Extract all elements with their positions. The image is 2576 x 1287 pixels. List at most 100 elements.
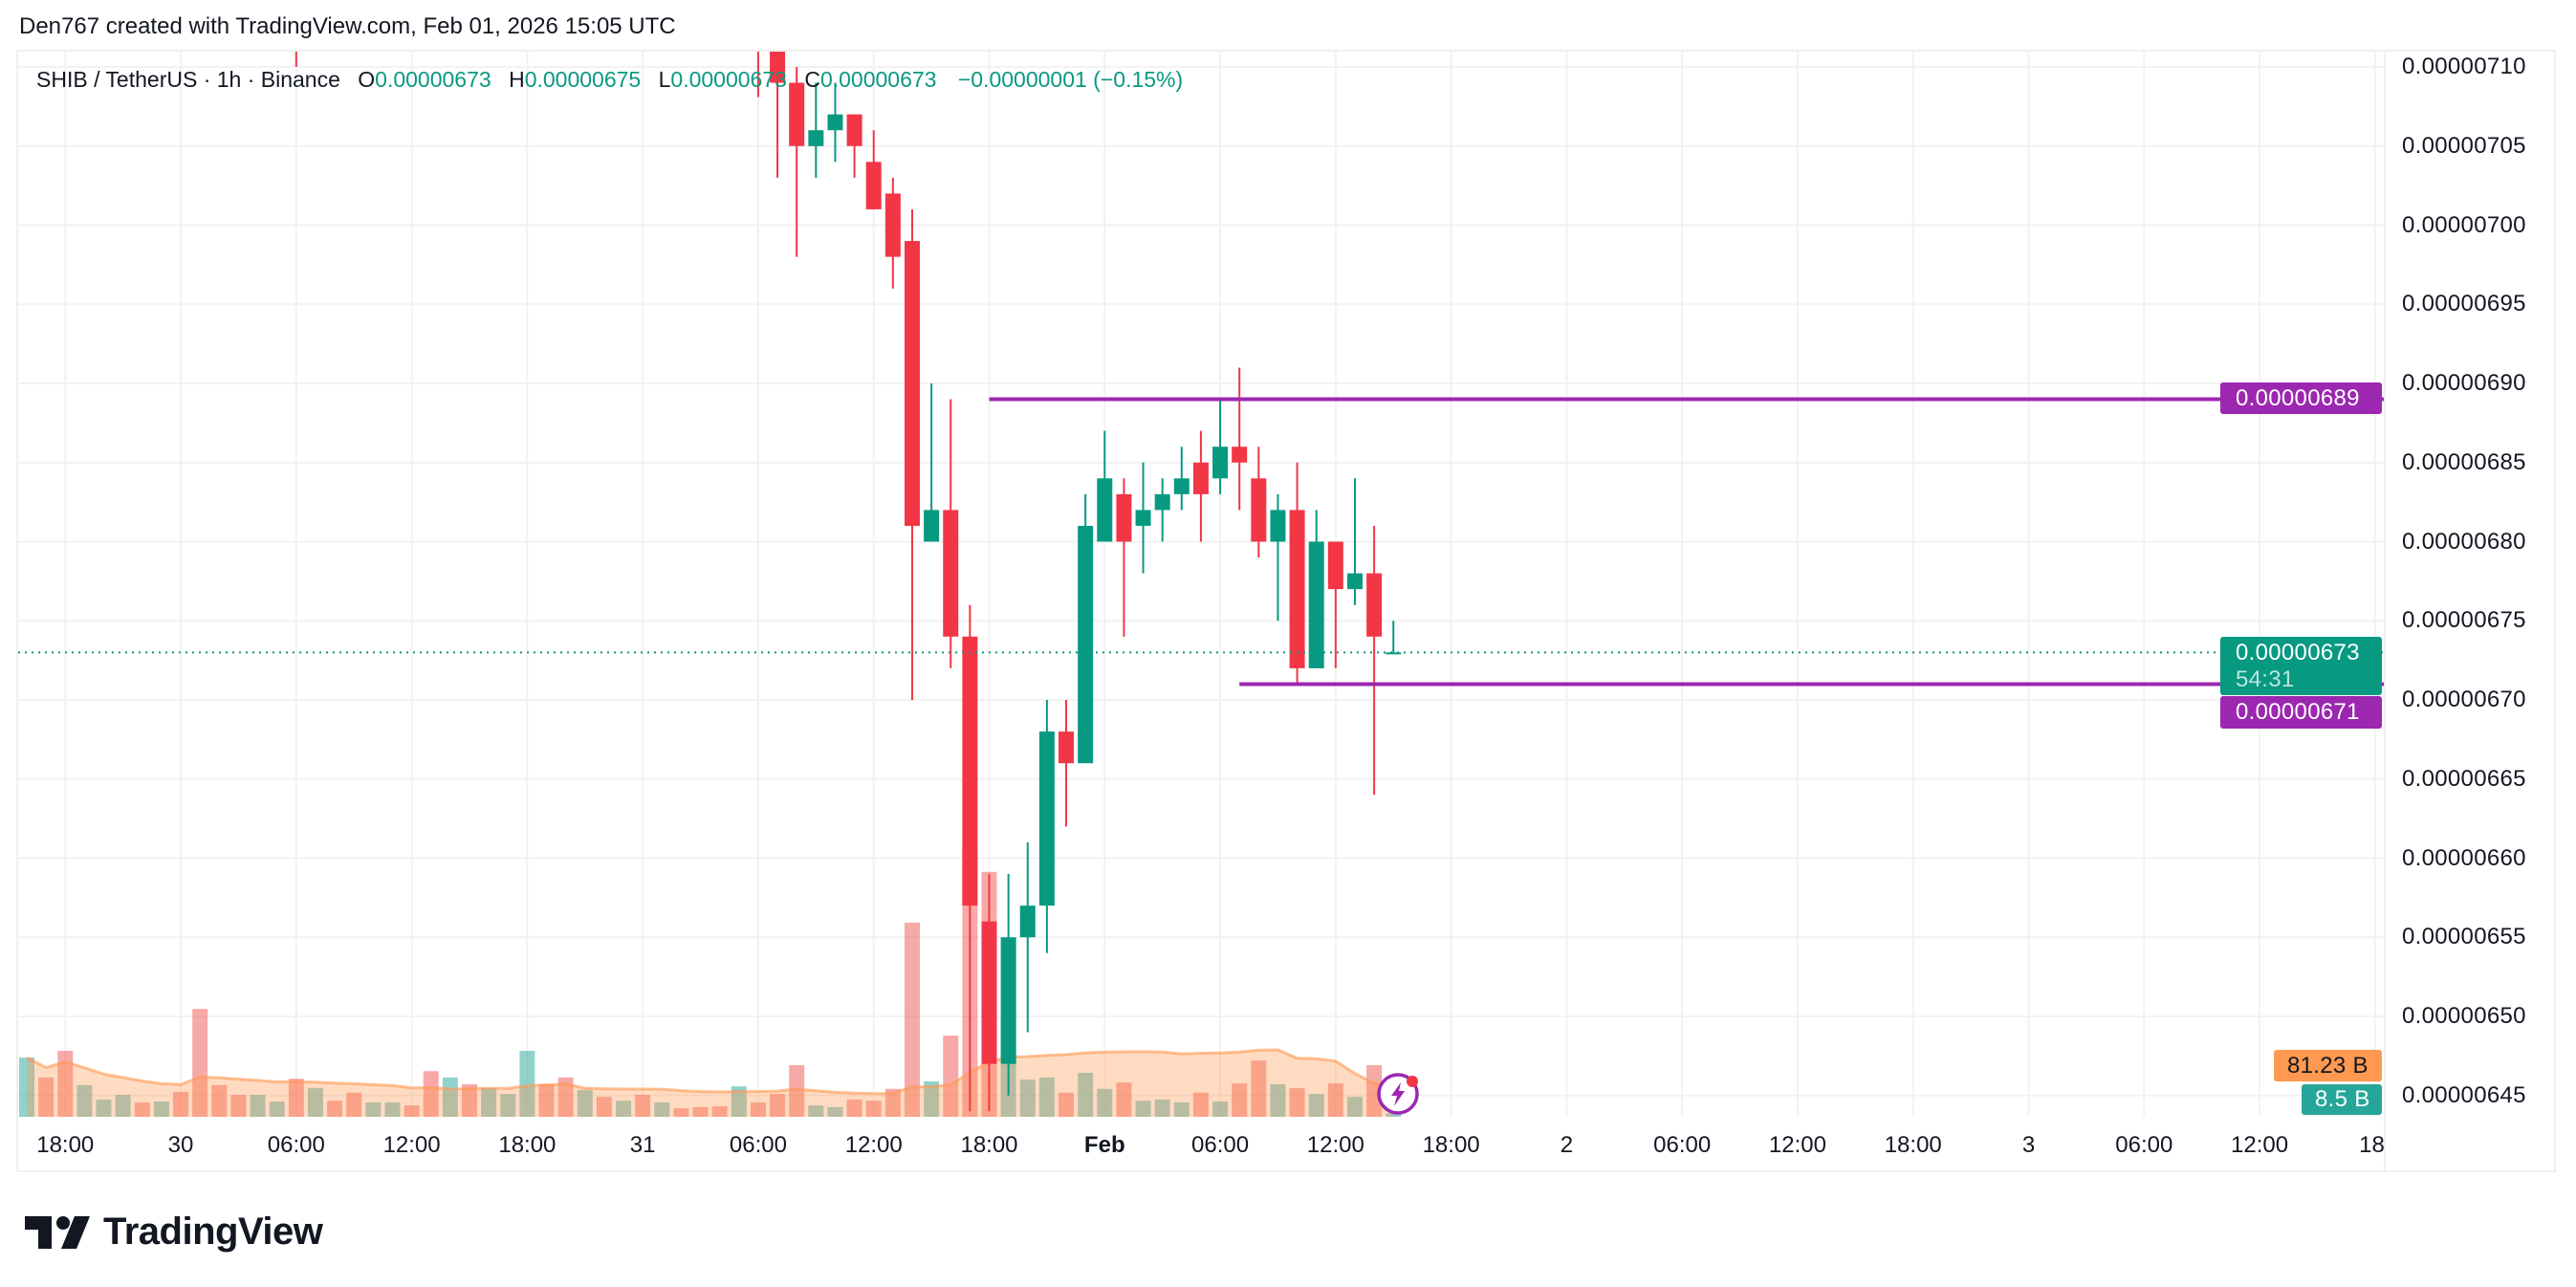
volume-bar [1327,1083,1343,1117]
volume-bar [1019,1080,1036,1117]
candle-body [924,510,940,542]
volume-ma-area [27,1050,1394,1117]
candles [295,52,1402,1112]
price-tick-label: 0.00000700 [2402,211,2526,238]
volume-bar [1116,1082,1132,1117]
open-value: 0.00000673 [375,67,491,92]
volume-bar [134,1102,150,1117]
time-tick-label: 12:00 [1306,1132,1364,1158]
volume-bar [404,1105,420,1117]
volume-ma-label: 81.23 B [2274,1050,2382,1081]
volume-bar [1078,1072,1094,1117]
tradingview-logo[interactable]: TradingView [25,1211,323,1254]
volume-bar [577,1090,593,1117]
time-tick-label: 18:00 [36,1132,95,1158]
candle-body [1251,478,1267,542]
time-tick-label: 12:00 [1768,1132,1826,1158]
volume-bar [616,1101,632,1117]
price-tick-label: 0.00000665 [2402,765,2526,792]
volume-bar [250,1094,266,1117]
price-tick-label: 0.00000660 [2402,844,2526,871]
close-label: C [804,67,820,92]
volume-bar [1192,1092,1209,1117]
volume-bar [789,1065,805,1117]
chart-attribution: Den767 created with TradingView.com, Feb… [19,13,676,39]
volume-bar [327,1101,343,1117]
volume-bar [865,1101,882,1117]
time-axis[interactable]: 18:00 30 06:00 12:00 18:00 31 06:00 12:00 18:00 F… [16,0,2384,1287]
low-value: 0.00000673 [670,67,787,92]
symbol-title[interactable]: SHIB / TetherUS · 1h · Binance [36,67,340,92]
candle-body [962,636,978,906]
volume-bar [211,1084,228,1117]
time-tick-label: 30 [167,1132,194,1158]
price-tick-label: 0.00000670 [2402,687,2526,712]
volume-bar [307,1087,323,1117]
symbol-legend: SHIB / TetherUS · 1h · Binance O0.000006… [36,67,1183,93]
volume-bar [346,1092,362,1117]
volume-bar [288,1079,304,1117]
volume-bar [19,1058,34,1117]
level-low-label: 0.00000671 [2220,696,2382,729]
candle-body [1366,573,1383,637]
volume-bar [384,1102,401,1117]
close-value: 0.00000673 [819,67,937,92]
grid-lines [18,52,2384,1117]
volume-bar [904,922,920,1117]
candle-body [1212,447,1229,479]
candle-body [770,52,786,83]
volume-bars [19,849,1402,1117]
candle-body [1308,541,1324,668]
volume-bar [711,1105,728,1117]
volume-label: 8.5 B [2302,1084,2382,1115]
volume-bar [1173,1102,1190,1117]
volume-bar [519,1050,535,1117]
candle-body [1059,731,1075,764]
volume-bar [365,1102,382,1117]
candle-body [1289,510,1305,668]
volume-bar [1270,1083,1286,1117]
volume-bar [1097,1088,1113,1117]
price-tick-label: 0.00000680 [2402,528,2526,555]
volume-bar [827,1106,843,1117]
candle-body [1270,510,1286,542]
candle-body [1135,510,1151,526]
price-tick-label: 0.00000710 [2402,54,2526,79]
volume-ma-line [26,1048,1394,1096]
price-tick-label: 0.00000675 [2402,607,2526,634]
volume-bar [481,1087,497,1117]
candle-body [865,162,882,209]
price-tick-label: 0.00000695 [2402,291,2526,317]
candle-body [846,114,862,146]
volume-bar [1366,1065,1383,1117]
candle-body [1154,493,1170,511]
volume-bar [924,1080,940,1117]
candle-body [827,114,843,131]
volume-bar [423,1071,439,1117]
price-tick-label: 0.00000650 [2402,1003,2526,1029]
candle-body [943,510,959,637]
candle-body [1232,447,1248,463]
time-tick-label: 12:00 [844,1132,903,1158]
volume-bar [1346,1097,1363,1117]
high-label: H [509,67,525,92]
candle-body [1346,573,1363,590]
volume-bar [1251,1060,1267,1117]
candle-body [1019,905,1036,938]
candle-body [1173,478,1190,494]
volume-bar [731,1086,747,1117]
candle-body [1097,478,1113,542]
volume-bar [1386,1113,1402,1117]
volume-bar [500,1094,516,1117]
candle-body [789,82,805,146]
volume-bar [230,1094,247,1117]
volume-bar [635,1094,651,1117]
countdown-timer: 54:31 [2236,666,2295,692]
low-label: L [658,67,671,92]
lightning-icon[interactable] [1377,1073,1419,1115]
time-tick-label: 12:00 [2231,1132,2289,1158]
volume-bar [1212,1102,1229,1117]
time-tick-label: 06:00 [729,1132,787,1158]
high-value: 0.00000675 [524,67,642,92]
